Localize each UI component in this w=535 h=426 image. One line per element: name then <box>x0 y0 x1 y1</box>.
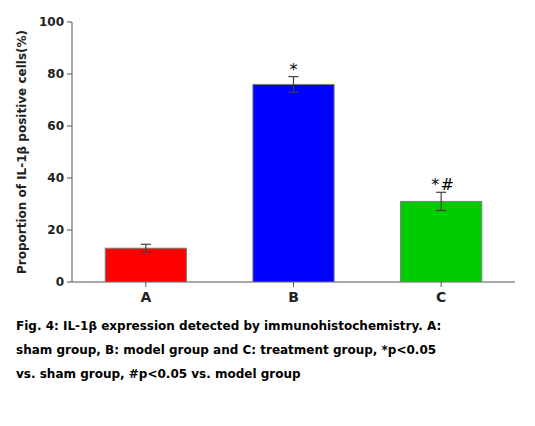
annotation: * <box>431 175 439 194</box>
marks <box>105 77 482 282</box>
y-tick-label: 20 <box>47 223 64 237</box>
caption-line: sham group, B: model group and C: treatm… <box>16 343 436 357</box>
error-bar-stem <box>145 244 146 252</box>
y-tick <box>67 74 72 75</box>
y-axis-line <box>72 22 73 282</box>
annotations: **# <box>290 60 454 195</box>
y-tick <box>67 178 72 179</box>
y-tick <box>67 22 72 23</box>
y-axis: 0 20 40 60 80 100 <box>39 15 72 289</box>
x-tick-label: C <box>436 289 446 305</box>
caption-line: Fig. 4: IL-1β expression detected by imm… <box>16 319 441 333</box>
y-axis-label: Proportion of IL-1β positive cells(%) <box>15 30 29 274</box>
caption: Fig. 4: IL-1β expression detected by imm… <box>16 319 441 381</box>
error-bar-cap <box>141 244 151 245</box>
error-bar-cap <box>141 252 151 253</box>
error-bar <box>436 192 446 210</box>
x-tick <box>293 282 294 287</box>
y-tick-label: 40 <box>47 171 64 185</box>
x-tick-label: B <box>288 289 299 305</box>
y-tick-label: 60 <box>47 119 64 133</box>
error-bar <box>141 244 151 252</box>
x-axis: A B C <box>72 282 515 305</box>
y-tick-label: 80 <box>47 67 64 81</box>
error-bar-stem <box>293 77 294 93</box>
error-bar <box>289 77 299 93</box>
caption-line: vs. sham group, #p<0.05 vs. model group <box>16 367 301 381</box>
y-tick-label: 100 <box>39 15 64 29</box>
bar <box>105 248 186 282</box>
annotation: # <box>440 175 453 194</box>
annotation: * <box>290 60 298 79</box>
x-tick <box>441 282 442 287</box>
error-bar-cap <box>289 92 299 93</box>
bar <box>401 201 482 282</box>
error-bar-stem <box>441 192 442 210</box>
y-tick <box>67 230 72 231</box>
error-bar-cap <box>436 210 446 211</box>
chart-svg: 0 20 40 60 80 100 Proportion of IL-1β positive… <box>0 0 535 426</box>
x-tick-label: A <box>140 289 151 305</box>
y-tick <box>67 282 72 283</box>
y-tick <box>67 126 72 127</box>
x-tick <box>145 282 146 287</box>
y-tick-label: 0 <box>56 275 64 289</box>
chart-container: 0 20 40 60 80 100 Proportion of IL-1β positive… <box>0 0 535 426</box>
bar <box>253 84 334 282</box>
